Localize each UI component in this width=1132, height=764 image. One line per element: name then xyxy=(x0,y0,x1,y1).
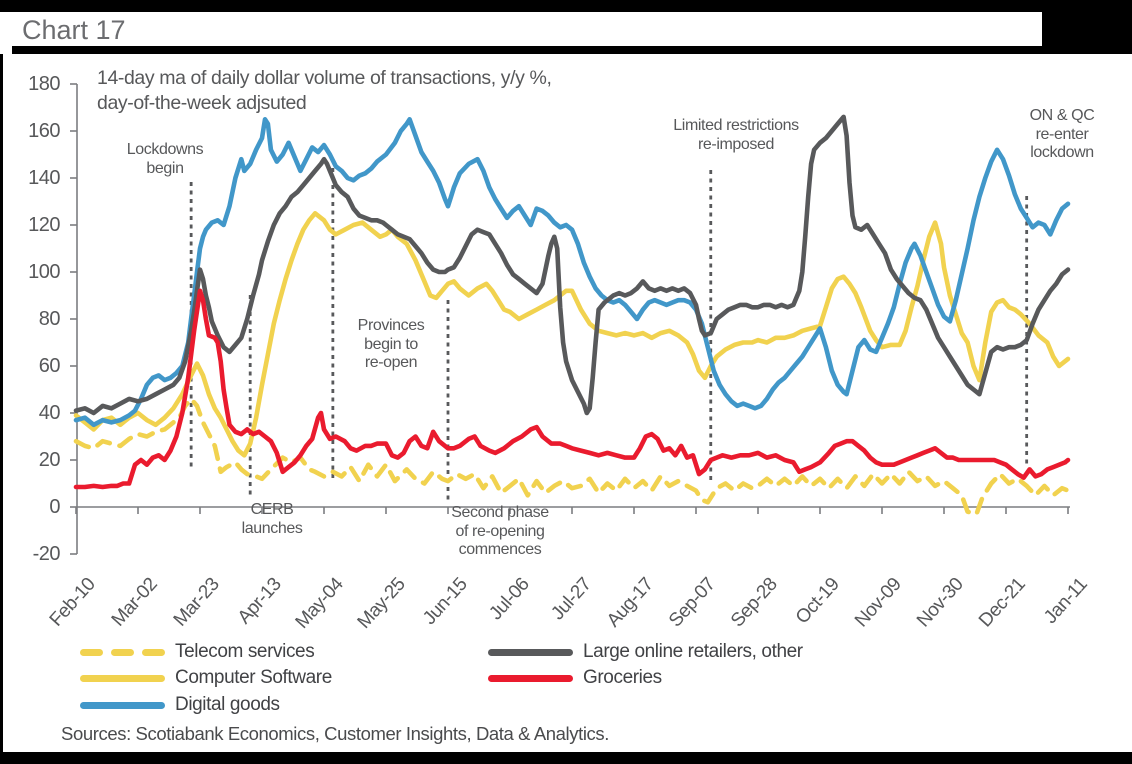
series-line-telecom-services xyxy=(73,396,1071,517)
series-line-groceries xyxy=(73,288,1071,490)
plot-title: 14-day ma of daily dollar volume of tran… xyxy=(97,67,552,114)
legend-dash-segment xyxy=(80,649,103,656)
series-line-large-online-retailers-other xyxy=(73,114,1071,416)
annotation-label: Limited restrictions re-imposed xyxy=(673,117,799,153)
legend-label: Telecom services xyxy=(175,641,315,662)
legend-label: Groceries xyxy=(583,667,662,688)
page-border-left xyxy=(0,54,3,754)
header-row: Chart 17 xyxy=(0,12,1132,46)
y-axis-label: 20 xyxy=(38,449,61,471)
y-axis-label: 60 xyxy=(38,355,61,377)
legend-dash-segment xyxy=(111,649,134,656)
series-line-digital-goods xyxy=(73,117,1071,428)
legend-swatch-solid-line xyxy=(488,675,573,682)
page-title: Chart 17 xyxy=(22,15,126,45)
annotation-label: Lockdowns begin xyxy=(126,141,204,177)
y-axis-label: 80 xyxy=(38,308,61,330)
series-line-computer-software xyxy=(73,211,1071,458)
legend-swatch-solid-line xyxy=(80,675,165,682)
legend-swatch-dashed-line xyxy=(80,649,165,656)
header-corner-block xyxy=(1042,0,1132,46)
y-axis-label: 180 xyxy=(28,73,60,95)
y-axis-label: 140 xyxy=(28,167,60,189)
sources-text: Sources: Scotiabank Economics, Customer … xyxy=(61,723,609,744)
y-axis-label: 0 xyxy=(49,496,60,518)
annotation-label: CERB launches xyxy=(241,501,303,537)
y-axis-label: 40 xyxy=(38,402,61,424)
y-axis-label: 120 xyxy=(28,214,60,236)
header-top-band xyxy=(0,0,1132,12)
legend-dash-segment xyxy=(142,649,165,656)
legend-label: Large online retailers, other xyxy=(583,641,803,662)
annotation-label: ON & QC re-enter lockdown xyxy=(1029,107,1095,161)
footer-band xyxy=(0,752,1132,764)
annotation-label: Second phase of re-opening commences xyxy=(451,504,549,558)
legend-swatch-solid-line xyxy=(488,649,573,656)
legend-label: Digital goods xyxy=(175,694,280,715)
legend-swatch-solid-line xyxy=(80,702,165,709)
annotation-label: Provinces begin to re-open xyxy=(357,317,425,371)
y-axis-label: -20 xyxy=(32,543,61,565)
y-axis-label: 160 xyxy=(28,120,60,142)
y-axis-label: 100 xyxy=(28,261,60,283)
header-divider xyxy=(12,46,1132,54)
legend-label: Computer Software xyxy=(175,667,332,688)
